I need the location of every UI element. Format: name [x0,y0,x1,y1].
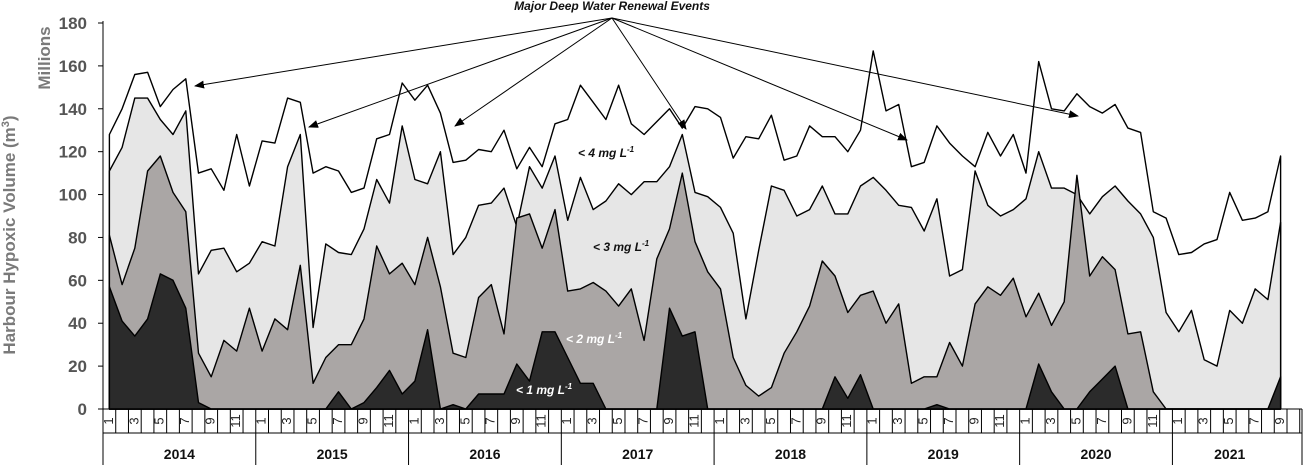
x-month-label: 9 [355,417,370,424]
series-area-2 [108,155,1282,410]
x-month-label: 9 [508,417,523,424]
x-month-label: 1 [559,417,574,424]
x-month-label: 7 [941,417,956,424]
x-month-label: 5 [457,417,472,424]
x-year-label: 2015 [317,446,348,462]
x-month-label: 11 [686,414,701,428]
y-tick-label: 140 [59,100,87,119]
y-tick-label: 80 [68,228,87,247]
x-month-label: 9 [1119,417,1134,424]
x-month-label: 5 [763,417,778,424]
x-month-label: 1 [406,417,421,424]
x-month-label: 11 [1145,414,1160,428]
y-tick-label: 20 [68,357,87,376]
x-month-label: 1 [1170,417,1185,424]
x-year-label: 2014 [164,446,195,462]
x-month-label: 5 [1221,417,1236,424]
x-month-label: 5 [916,417,931,424]
x-month-label: 11 [228,414,243,428]
renewal-arrow [611,17,687,130]
x-month-label: 7 [1094,417,1109,424]
x-month-label: 1 [101,417,116,424]
renewal-events-title: Major Deep Water Renewal Events [514,0,710,13]
x-year-label: 2016 [469,446,500,462]
x-year-label: 2020 [1080,446,1111,462]
x-month-label: 3 [126,417,141,424]
x-month-label: 11 [381,414,396,428]
y-tick-label: 120 [59,143,87,162]
x-month-label: 5 [610,417,625,424]
x-month-label: 9 [203,417,218,424]
x-month-label: 11 [839,414,854,428]
y-axis: 0 20 40 60 80 100 120 140 160 180 [59,14,104,419]
x-month-label: 7 [330,417,345,424]
x-year-label: 2017 [622,446,653,462]
y-tick-label: 0 [78,400,87,419]
x-month-label: 1 [865,417,880,424]
renewal-arrow [611,17,1079,119]
y-tick-label: 180 [59,14,87,33]
x-month-label: 7 [1247,417,1262,424]
x-month-label: 1 [254,417,269,424]
x-month-label: 5 [152,417,167,424]
x-month-label: 7 [177,417,192,424]
y-tick-label: 100 [59,186,87,205]
x-year-label: 2021 [1214,446,1245,462]
x-month-label: 1 [1017,417,1032,424]
x-month-label: 3 [279,417,294,424]
series-label-lt3: < 3 mg L-1 [593,239,650,254]
y-tick-label: 60 [68,271,87,290]
renewal-arrow [611,17,908,141]
series-label-lt1: < 1 mg L-1 [516,382,573,397]
x-month-label: 7 [636,417,651,424]
renewal-arrow [194,17,613,89]
x-month-label: 3 [1196,417,1211,424]
series-label-lt2: < 2 mg L-1 [566,331,623,346]
stacked-areas [108,50,1282,410]
y-unit-label: Millions [35,26,54,89]
renewal-event-arrows [194,17,1079,141]
y-axis-title: Harbour Hypoxic Volume (m3) [0,115,19,354]
x-month-label: 7 [788,417,803,424]
x-month-label: 3 [585,417,600,424]
x-month-label: 9 [661,417,676,424]
x-month-label: 5 [1068,417,1083,424]
x-month-label: 3 [1043,417,1058,424]
x-year-label: 2018 [775,446,806,462]
y-tick-label: 40 [68,314,87,333]
x-month-label: 5 [305,417,320,424]
y-tick-label: 160 [59,57,87,76]
x-month-label: 11 [534,414,549,428]
series-label-lt4: < 4 mg L-1 [578,145,635,160]
x-month-label: 11 [992,414,1007,428]
renewal-arrow [454,17,613,127]
x-month-label: 9 [967,417,982,424]
renewal-arrow [308,17,613,128]
x-month-label: 3 [890,417,905,424]
x-month-label: 9 [1272,417,1287,424]
x-year-label: 2019 [928,446,959,462]
x-month-label: 7 [483,417,498,424]
x-month-label: 9 [814,417,829,424]
x-month-label: 1 [712,417,727,424]
x-month-label: 3 [432,417,447,424]
x-month-label: 3 [737,417,752,424]
